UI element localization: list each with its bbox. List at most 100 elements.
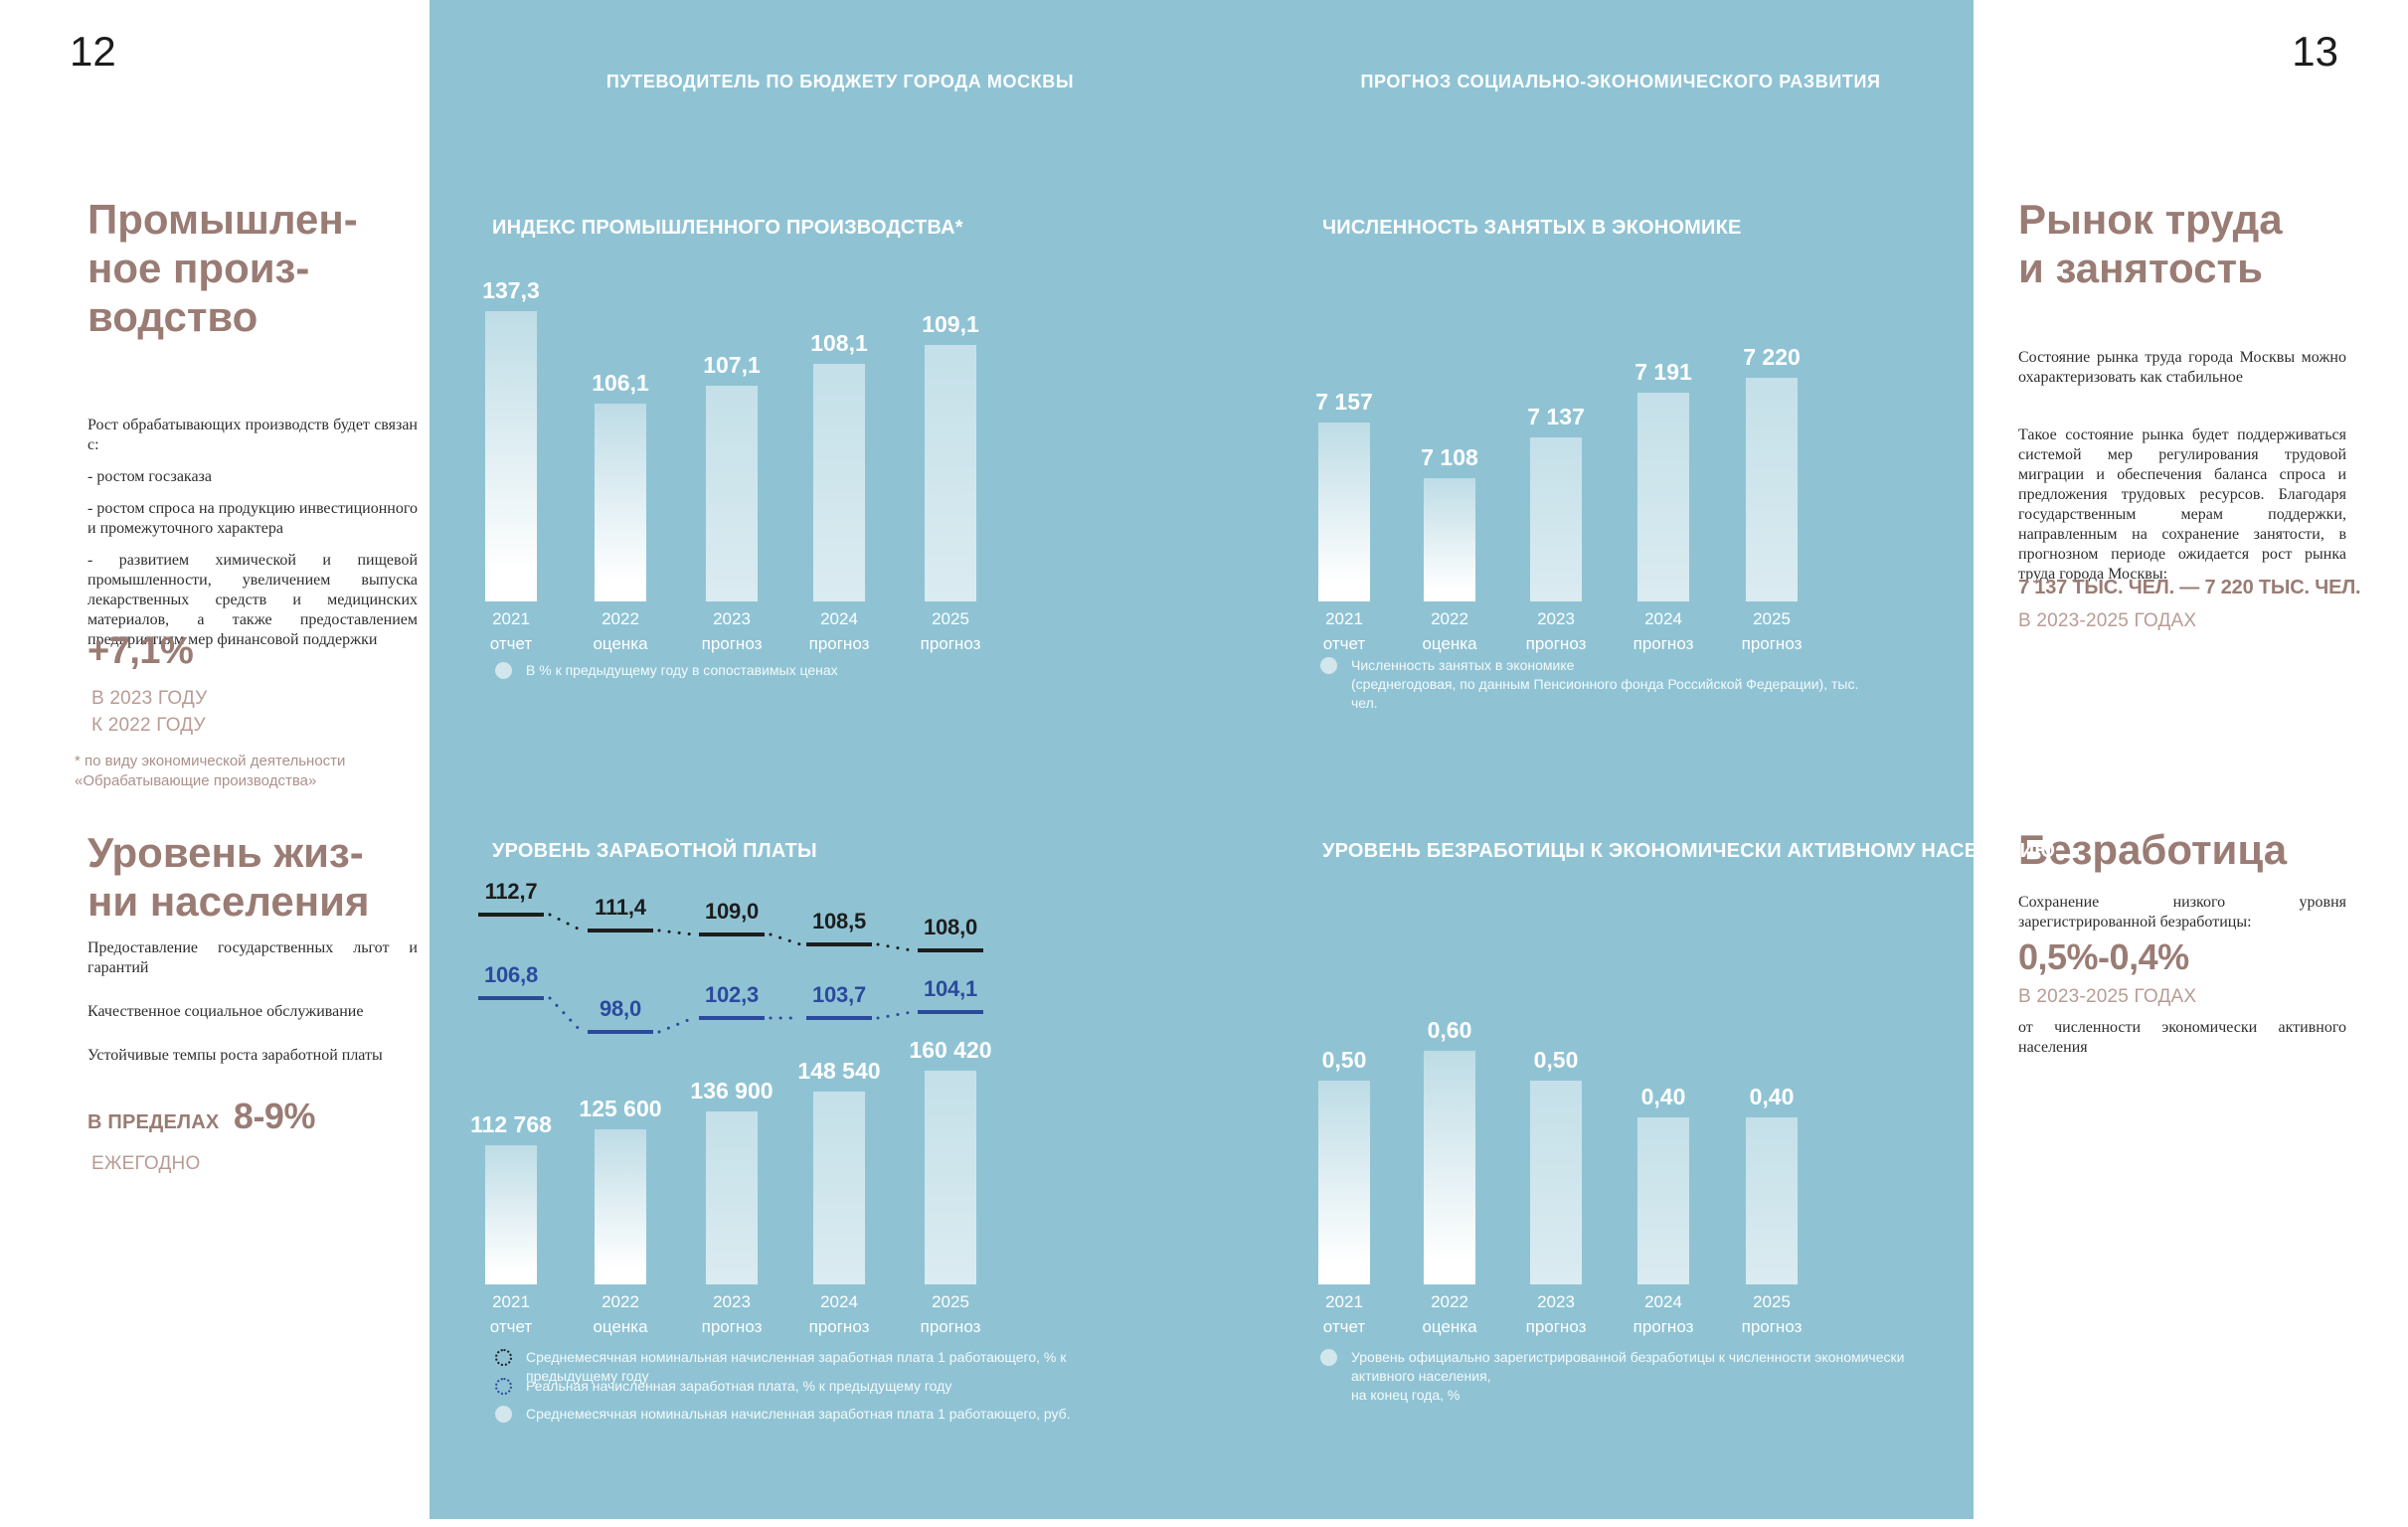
unemployment-stat-label: В 2023-2025 ГОДАХ	[2018, 986, 2197, 1007]
category-label-type: отчет	[1322, 1317, 1366, 1336]
legend-label: В % к предыдущему году в сопоставимых це…	[526, 662, 838, 678]
industrial-production-body: Рост обрабатывающих производств будет св…	[87, 416, 418, 650]
category-label-year: 2024	[820, 609, 858, 628]
chart-title: УРОВЕНЬ ЗАРАБОТНОЙ ПЛАТЫ	[492, 840, 817, 862]
category-label-type: прогноз	[808, 1317, 870, 1336]
line-point-dash	[588, 1030, 653, 1034]
legend-item: Среднемесячная номинальная начисленная з…	[495, 1405, 1112, 1424]
bar	[595, 404, 646, 601]
bar-value-label: 0,40	[1640, 1084, 1686, 1109]
legend-circle-icon	[495, 1406, 512, 1423]
bar	[1530, 1081, 1582, 1284]
paragraph: Устойчивые темпы роста заработной платы	[87, 1047, 383, 1064]
line-point-dash	[806, 1016, 872, 1020]
category-label-year: 2025	[1753, 1292, 1791, 1311]
legend-item: Реальная начисленная заработная плата, %…	[495, 1377, 1112, 1396]
bar-value-label: 109,1	[922, 311, 979, 337]
line-value-label: 104,1	[923, 976, 978, 1001]
line-point-dash	[699, 933, 765, 936]
bar	[925, 345, 976, 601]
running-header-right: ПРОГНОЗ СОЦИАЛЬНО-ЭКОНОМИЧЕСКОГО РАЗВИТИ…	[1360, 72, 1881, 91]
bar	[485, 1145, 537, 1284]
bar-value-label: 0,50	[1533, 1047, 1579, 1073]
bar-value-label: 112 768	[470, 1111, 552, 1137]
category-label-type: прогноз	[1633, 634, 1694, 653]
bar	[925, 1071, 976, 1284]
category-label-year: 2025	[932, 1292, 969, 1311]
list-item: - развитием химической и пищевой промышл…	[87, 552, 418, 648]
growth-stat: +7,1%	[87, 630, 194, 672]
category-label-type: прогноз	[920, 1317, 981, 1336]
category-label-type: прогноз	[1525, 634, 1587, 653]
paragraph: Качественное социальное обслуживание	[87, 1003, 364, 1020]
category-label-type: отчет	[489, 1317, 533, 1336]
category-label-type: прогноз	[1741, 1317, 1803, 1336]
legend-circle-icon	[495, 662, 512, 679]
category-label-year: 2024	[820, 1292, 858, 1311]
category-label-year: 2025	[1753, 609, 1791, 628]
bar	[485, 311, 537, 601]
category-label-type: отчет	[489, 634, 533, 653]
unemployment-p1: Сохранение низкого уровня зарегистрирова…	[2018, 894, 2346, 931]
category-label-type: прогноз	[701, 1317, 763, 1336]
bar-value-label: 0,50	[1321, 1047, 1367, 1073]
line-point-dash	[806, 942, 872, 946]
chart-wage-level: УРОВЕНЬ ЗАРАБОТНОЙ ПЛАТЫ 112 768 2021 отчет…	[467, 835, 1143, 1471]
bar-value-label: 7 220	[1743, 344, 1801, 370]
category-label-type: отчет	[1322, 634, 1366, 653]
bar	[595, 1129, 646, 1284]
labor-market-p2: Такое состояние рынка будет поддерживать…	[2018, 426, 2346, 583]
line-value-label: 108,5	[811, 909, 867, 933]
line-point-dash	[478, 996, 544, 1000]
bar	[1530, 437, 1582, 601]
bar-value-label: 0,60	[1427, 1017, 1472, 1043]
category-label-type: оценка	[593, 1317, 648, 1336]
category-label-year: 2022	[1431, 609, 1468, 628]
bar	[1424, 1051, 1475, 1284]
line-value-label: 111,4	[595, 895, 646, 920]
bar	[706, 386, 758, 601]
line-point-dash	[588, 929, 653, 933]
paragraph: Предоставление государственных льгот и г…	[87, 939, 418, 976]
bar	[1318, 1081, 1370, 1284]
legend-item: Уровень официально зарегистрированной бе…	[1320, 1348, 1917, 1405]
chart-title: ЧИСЛЕННОСТЬ ЗАНЯТЫХ В ЭКОНОМИКЕ	[1322, 217, 1742, 239]
legend-dotted-circle-icon	[495, 1349, 512, 1366]
employment-range-stat: 7 137 ТЫС. ЧЕЛ. — 7 220 ТЫС. ЧЕЛ.	[2018, 577, 2361, 598]
category-label-type: прогноз	[701, 634, 763, 653]
category-label-year: 2023	[1537, 1292, 1575, 1311]
living-standards-body: Предоставление государственных льгот и г…	[87, 938, 418, 1066]
legend-dotted-circle-icon	[495, 1378, 512, 1395]
bar-value-label: 108,1	[810, 330, 868, 356]
bar	[1746, 1117, 1798, 1284]
growth-stat-label: В 2023 ГОДУ К 2022 ГОДУ	[91, 688, 208, 736]
charts-background-panel	[430, 0, 1974, 1519]
category-label-year: 2023	[713, 1292, 751, 1311]
stat-value: 8-9%	[233, 1096, 316, 1136]
category-label-type: прогноз	[1525, 1317, 1587, 1336]
bar-value-label: 7 137	[1527, 404, 1585, 429]
legend-circle-icon	[1320, 1349, 1337, 1366]
bar-value-label: 136 900	[690, 1078, 774, 1103]
page-number-right: 13	[2292, 28, 2338, 75]
chart-employment: ЧИСЛЕННОСТЬ ЗАНЯТЫХ В ЭКОНОМИКЕ 7 157 2021…	[1292, 209, 1969, 746]
bar	[1746, 378, 1798, 601]
line-point-dash	[918, 948, 983, 952]
list-item: - ростом спроса на продукцию инвестицион…	[87, 500, 418, 537]
bar	[1318, 423, 1370, 601]
category-label-year: 2021	[1325, 1292, 1363, 1311]
legend-circle-icon	[1320, 657, 1337, 674]
line-value-label: 109,0	[704, 899, 760, 924]
category-label-year: 2023	[713, 609, 751, 628]
wage-growth-stat: В ПРЕДЕЛАХ 8-9%	[87, 1096, 315, 1137]
page-number-left: 12	[70, 28, 116, 75]
legend-label: Уровень официально зарегистрированной бе…	[1351, 1349, 1905, 1403]
bar-value-label: 137,3	[482, 277, 540, 303]
line-point-dash	[918, 1010, 983, 1014]
legend-item: Среднемесячная номинальная начисленная з…	[495, 1348, 1112, 1386]
chart-title: УРОВЕНЬ БЕЗРАБОТИЦЫ К ЭКОНОМИЧЕСКИ АКТИВ…	[1322, 840, 2056, 862]
section-heading-living-standards: Уровень жиз- ни населения	[87, 829, 370, 926]
category-label-type: оценка	[1422, 634, 1477, 653]
line-value-label: 106,8	[483, 962, 539, 987]
category-label-year: 2022	[1431, 1292, 1468, 1311]
